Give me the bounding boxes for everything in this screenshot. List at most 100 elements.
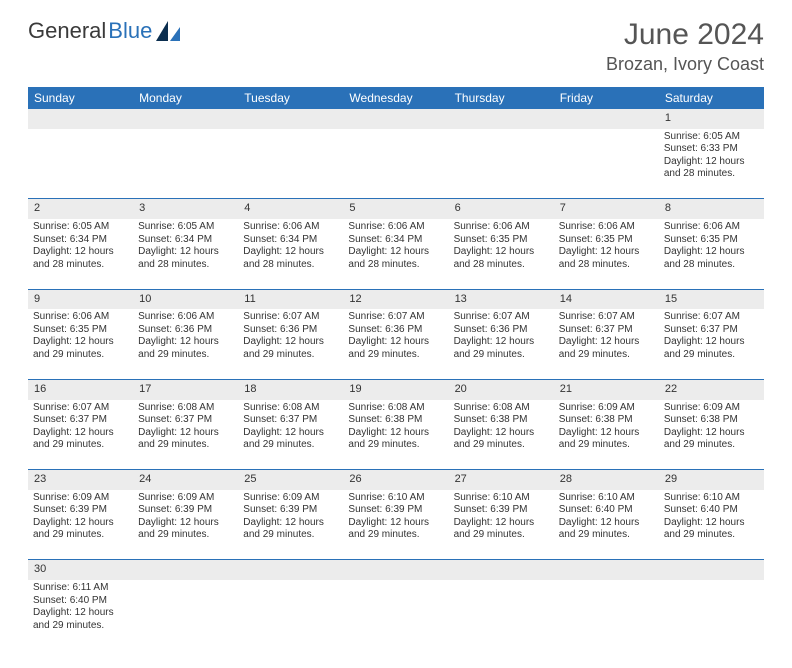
day-number: 21 bbox=[554, 379, 659, 399]
day-day1: Daylight: 12 hours bbox=[348, 427, 443, 440]
day-number: 9 bbox=[28, 289, 133, 309]
day-sunrise: Sunrise: 6:06 AM bbox=[454, 221, 549, 234]
day-sunset: Sunset: 6:36 PM bbox=[138, 324, 233, 337]
day-day2: and 29 minutes. bbox=[559, 529, 654, 542]
day-sunset: Sunset: 6:35 PM bbox=[559, 234, 654, 247]
day-cell: Sunrise: 6:05 AMSunset: 6:33 PMDaylight:… bbox=[659, 129, 764, 199]
day-sunset: Sunset: 6:37 PM bbox=[559, 324, 654, 337]
day-content-row: Sunrise: 6:11 AMSunset: 6:40 PMDaylight:… bbox=[28, 580, 764, 650]
day-cell bbox=[343, 580, 448, 650]
day-day1: Daylight: 12 hours bbox=[348, 336, 443, 349]
day-sunset: Sunset: 6:36 PM bbox=[348, 324, 443, 337]
day-number: 10 bbox=[133, 289, 238, 309]
day-number bbox=[133, 109, 238, 129]
day-sunrise: Sunrise: 6:11 AM bbox=[33, 582, 128, 595]
day-day1: Daylight: 12 hours bbox=[33, 336, 128, 349]
brand-text-general: General bbox=[28, 18, 106, 44]
day-day2: and 29 minutes. bbox=[348, 349, 443, 362]
day-sunset: Sunset: 6:35 PM bbox=[33, 324, 128, 337]
day-cell: Sunrise: 6:07 AMSunset: 6:37 PMDaylight:… bbox=[28, 400, 133, 470]
day-day2: and 29 minutes. bbox=[33, 529, 128, 542]
day-cell bbox=[238, 129, 343, 199]
day-cell: Sunrise: 6:09 AMSunset: 6:38 PMDaylight:… bbox=[659, 400, 764, 470]
day-day2: and 28 minutes. bbox=[664, 259, 759, 272]
day-day2: and 29 minutes. bbox=[559, 439, 654, 452]
day-cell: Sunrise: 6:09 AMSunset: 6:38 PMDaylight:… bbox=[554, 400, 659, 470]
day-sunset: Sunset: 6:39 PM bbox=[348, 504, 443, 517]
day-day2: and 29 minutes. bbox=[33, 349, 128, 362]
day-day1: Daylight: 12 hours bbox=[138, 336, 233, 349]
day-number bbox=[133, 560, 238, 580]
day-sunrise: Sunrise: 6:07 AM bbox=[348, 311, 443, 324]
day-sunrise: Sunrise: 6:07 AM bbox=[559, 311, 654, 324]
day-day1: Daylight: 12 hours bbox=[243, 427, 338, 440]
day-day2: and 28 minutes. bbox=[243, 259, 338, 272]
daynum-row: 2345678 bbox=[28, 199, 764, 219]
day-sunset: Sunset: 6:36 PM bbox=[243, 324, 338, 337]
weekday-header: Wednesday bbox=[343, 87, 448, 109]
day-sunrise: Sunrise: 6:09 AM bbox=[664, 402, 759, 415]
day-sunrise: Sunrise: 6:05 AM bbox=[33, 221, 128, 234]
day-cell: Sunrise: 6:10 AMSunset: 6:40 PMDaylight:… bbox=[659, 490, 764, 560]
day-sunrise: Sunrise: 6:10 AM bbox=[559, 492, 654, 505]
day-cell: Sunrise: 6:08 AMSunset: 6:38 PMDaylight:… bbox=[343, 400, 448, 470]
page: GeneralBlue June 2024 Brozan, Ivory Coas… bbox=[0, 0, 792, 668]
day-cell: Sunrise: 6:09 AMSunset: 6:39 PMDaylight:… bbox=[28, 490, 133, 560]
weekday-header-row: Sunday Monday Tuesday Wednesday Thursday… bbox=[28, 87, 764, 109]
brand-sail-icon bbox=[156, 21, 180, 41]
day-day2: and 28 minutes. bbox=[559, 259, 654, 272]
day-cell: Sunrise: 6:07 AMSunset: 6:36 PMDaylight:… bbox=[238, 309, 343, 379]
day-day1: Daylight: 12 hours bbox=[243, 246, 338, 259]
day-day2: and 29 minutes. bbox=[33, 439, 128, 452]
day-day1: Daylight: 12 hours bbox=[33, 246, 128, 259]
day-day2: and 29 minutes. bbox=[664, 349, 759, 362]
day-number: 18 bbox=[238, 379, 343, 399]
day-number: 12 bbox=[343, 289, 448, 309]
day-sunset: Sunset: 6:35 PM bbox=[664, 234, 759, 247]
day-number: 22 bbox=[659, 379, 764, 399]
day-number: 23 bbox=[28, 470, 133, 490]
day-sunrise: Sunrise: 6:09 AM bbox=[33, 492, 128, 505]
day-cell: Sunrise: 6:07 AMSunset: 6:37 PMDaylight:… bbox=[554, 309, 659, 379]
day-day1: Daylight: 12 hours bbox=[138, 246, 233, 259]
title-block: June 2024 Brozan, Ivory Coast bbox=[606, 18, 764, 75]
day-cell: Sunrise: 6:11 AMSunset: 6:40 PMDaylight:… bbox=[28, 580, 133, 650]
day-day2: and 28 minutes. bbox=[664, 168, 759, 181]
day-day1: Daylight: 12 hours bbox=[348, 246, 443, 259]
day-sunset: Sunset: 6:38 PM bbox=[559, 414, 654, 427]
day-number bbox=[238, 109, 343, 129]
day-day1: Daylight: 12 hours bbox=[33, 517, 128, 530]
day-day2: and 29 minutes. bbox=[243, 439, 338, 452]
day-sunset: Sunset: 6:39 PM bbox=[138, 504, 233, 517]
day-sunrise: Sunrise: 6:06 AM bbox=[664, 221, 759, 234]
day-day1: Daylight: 12 hours bbox=[664, 156, 759, 169]
daynum-row: 9101112131415 bbox=[28, 289, 764, 309]
day-day1: Daylight: 12 hours bbox=[664, 336, 759, 349]
day-sunset: Sunset: 6:34 PM bbox=[33, 234, 128, 247]
day-number: 15 bbox=[659, 289, 764, 309]
weekday-header: Sunday bbox=[28, 87, 133, 109]
day-day2: and 29 minutes. bbox=[454, 529, 549, 542]
day-number: 24 bbox=[133, 470, 238, 490]
day-sunset: Sunset: 6:40 PM bbox=[33, 595, 128, 608]
day-day1: Daylight: 12 hours bbox=[33, 607, 128, 620]
day-cell bbox=[133, 580, 238, 650]
day-sunset: Sunset: 6:38 PM bbox=[348, 414, 443, 427]
day-number: 14 bbox=[554, 289, 659, 309]
day-cell: Sunrise: 6:05 AMSunset: 6:34 PMDaylight:… bbox=[28, 219, 133, 289]
day-day2: and 29 minutes. bbox=[664, 529, 759, 542]
day-day1: Daylight: 12 hours bbox=[664, 517, 759, 530]
day-cell: Sunrise: 6:06 AMSunset: 6:34 PMDaylight:… bbox=[343, 219, 448, 289]
day-cell: Sunrise: 6:08 AMSunset: 6:38 PMDaylight:… bbox=[449, 400, 554, 470]
day-sunrise: Sunrise: 6:07 AM bbox=[243, 311, 338, 324]
day-number bbox=[449, 560, 554, 580]
day-number: 2 bbox=[28, 199, 133, 219]
weekday-header: Tuesday bbox=[238, 87, 343, 109]
day-day1: Daylight: 12 hours bbox=[138, 427, 233, 440]
day-sunrise: Sunrise: 6:07 AM bbox=[454, 311, 549, 324]
day-sunrise: Sunrise: 6:06 AM bbox=[559, 221, 654, 234]
day-day2: and 29 minutes. bbox=[138, 439, 233, 452]
day-day1: Daylight: 12 hours bbox=[454, 336, 549, 349]
day-sunset: Sunset: 6:38 PM bbox=[664, 414, 759, 427]
day-day2: and 29 minutes. bbox=[664, 439, 759, 452]
